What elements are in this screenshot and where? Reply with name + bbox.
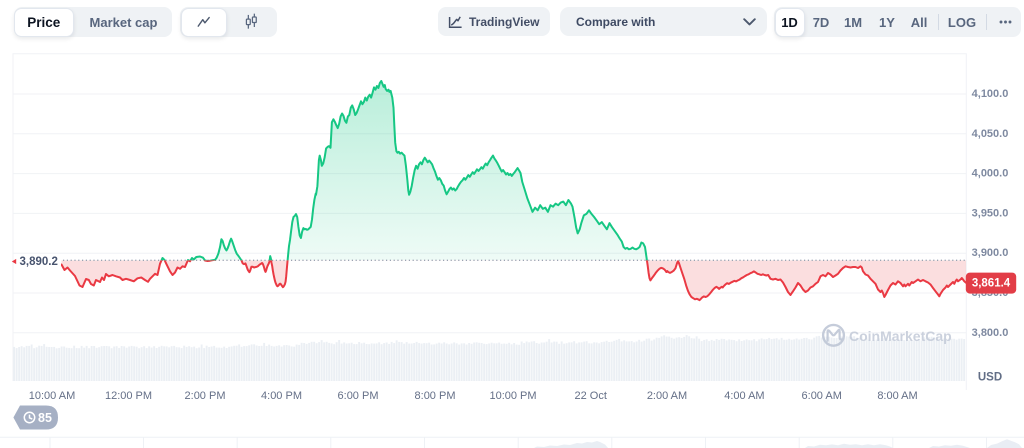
svg-text:22 Oct: 22 Oct bbox=[574, 390, 606, 402]
svg-text:8:00 AM: 8:00 AM bbox=[877, 390, 917, 402]
svg-text:2:00 PM: 2:00 PM bbox=[185, 390, 226, 402]
svg-text:USD: USD bbox=[978, 371, 1002, 383]
svg-text:10:00 PM: 10:00 PM bbox=[489, 390, 536, 402]
svg-text:4,100.0: 4,100.0 bbox=[972, 88, 1009, 100]
svg-text:4,050.0: 4,050.0 bbox=[972, 128, 1009, 140]
svg-text:3,900.0: 3,900.0 bbox=[972, 247, 1009, 259]
svg-text:4:00 PM: 4:00 PM bbox=[261, 390, 302, 402]
svg-text:3,800.0: 3,800.0 bbox=[972, 327, 1009, 339]
svg-text:3,890.2: 3,890.2 bbox=[20, 256, 58, 268]
svg-text:2:00 AM: 2:00 AM bbox=[647, 390, 687, 402]
svg-text:85: 85 bbox=[38, 411, 52, 425]
svg-text:3,861.4: 3,861.4 bbox=[972, 278, 1011, 290]
svg-text:6:00 AM: 6:00 AM bbox=[802, 390, 842, 402]
svg-text:8:00 PM: 8:00 PM bbox=[415, 390, 456, 402]
svg-text:6:00 PM: 6:00 PM bbox=[338, 390, 379, 402]
svg-text:4,000.0: 4,000.0 bbox=[972, 168, 1009, 180]
svg-text:10:00 AM: 10:00 AM bbox=[29, 390, 75, 402]
svg-text:CoinMarketCap: CoinMarketCap bbox=[849, 328, 952, 344]
svg-text:3,950.0: 3,950.0 bbox=[972, 207, 1009, 219]
svg-text:4:00 AM: 4:00 AM bbox=[724, 390, 764, 402]
svg-text:12:00 PM: 12:00 PM bbox=[105, 390, 152, 402]
